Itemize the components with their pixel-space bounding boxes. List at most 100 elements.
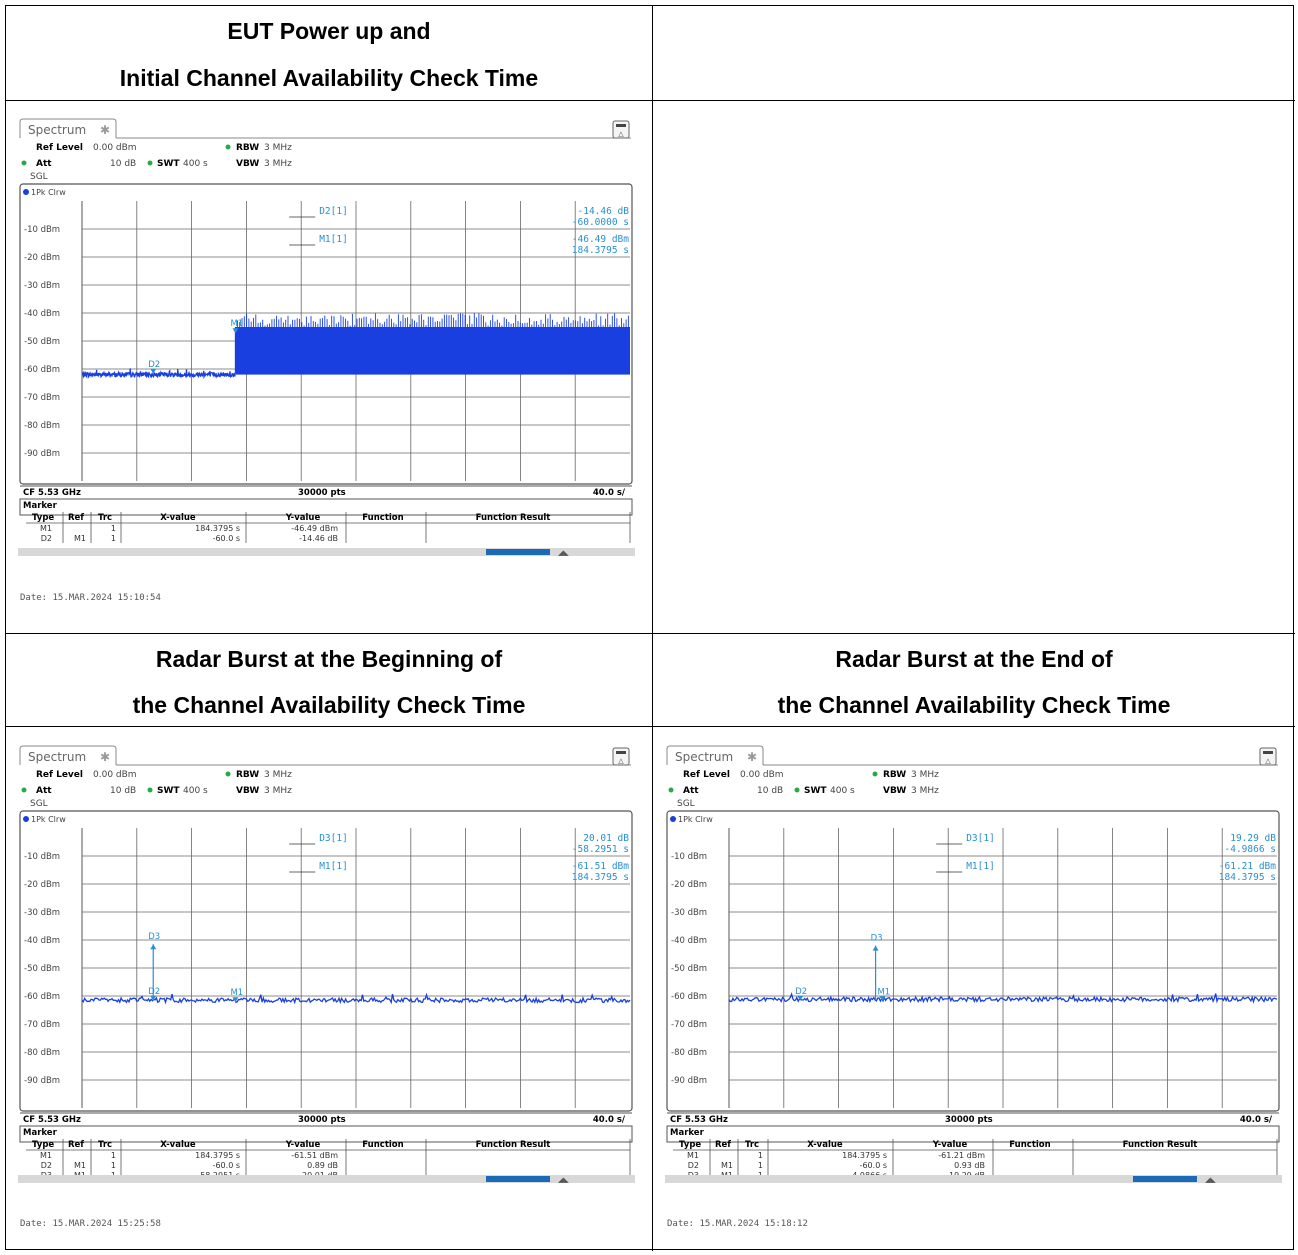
marker-col-header: Y-value (285, 513, 321, 523)
y-tick-label: -40 dBm (671, 936, 707, 946)
display-icon-bar (616, 124, 626, 127)
display-icon-bar (1263, 751, 1273, 754)
status-bar (665, 1175, 1282, 1183)
marker-col-header: Function (1009, 1140, 1050, 1150)
y-tick-label: -50 dBm (24, 337, 60, 347)
marker-col-header: X-value (160, 513, 196, 523)
span-label: 40.0 s/ (1240, 1115, 1273, 1125)
marker-cell-x: -60.0 s (860, 1161, 887, 1170)
y-tick-label: -90 dBm (24, 1076, 60, 1086)
readout-value: -46.49 dBm (572, 234, 629, 245)
marker-title: Marker (670, 1128, 705, 1138)
status-icon: ◢◣ (1205, 1176, 1216, 1183)
progress-indicator (486, 1176, 550, 1182)
trace-line (81, 368, 236, 380)
vbw-value: 3 MHz (264, 159, 292, 169)
marker-col-header: Function Result (476, 1140, 551, 1150)
marker-cell-y: 0.89 dB (307, 1161, 338, 1170)
marker-cell-ref: M1 (74, 534, 86, 543)
marker-col-header: Trc (745, 1140, 759, 1150)
vbw-value: 3 MHz (264, 786, 292, 796)
tab-outline (19, 745, 117, 765)
readout-value: 20.01 dB (583, 833, 629, 844)
marker-cell-x: 184.3795 s (195, 524, 240, 533)
y-tick-label: -60 dBm (671, 992, 707, 1002)
status-bar (18, 548, 635, 556)
marker-triangle (879, 996, 886, 1002)
sgl-label: SGL (677, 799, 695, 809)
marker-label: M1 (230, 319, 243, 329)
marker-title: Marker (23, 501, 58, 511)
date-stamp: Date: 15.MAR.2024 15:18:12 (667, 1219, 808, 1229)
table-divider-vertical (652, 6, 653, 1251)
marker-cell-y: 0.93 dB (954, 1161, 985, 1170)
y-tick-label: -40 dBm (24, 936, 60, 946)
att-value: 10 dB (110, 159, 136, 169)
rbw-value: 3 MHz (264, 143, 292, 153)
ref-level-value: 0.00 dBm (93, 770, 137, 780)
readout-label: D3[1] (319, 833, 348, 844)
marker-cell-trc: 1 (758, 1151, 763, 1160)
y-tick-label: -90 dBm (24, 449, 60, 459)
readout-value: 184.3795 s (572, 872, 629, 883)
trace-indicator (670, 816, 676, 822)
marker-triangle (150, 368, 157, 374)
y-tick-label: -50 dBm (24, 964, 60, 974)
y-tick-label: -80 dBm (24, 1048, 60, 1058)
marker-cell-trc: 1 (111, 524, 116, 533)
marker-cell-y: -14.46 dB (299, 534, 338, 543)
coupled-indicator (147, 160, 153, 166)
display-icon-bar (616, 751, 626, 754)
heading-line: Initial Channel Availability Check Time (119, 65, 539, 91)
coupled-indicator (21, 160, 27, 166)
vbw-label: VBW (883, 786, 906, 796)
marker-table-frame (666, 1125, 1280, 1143)
vbw-label: VBW (236, 159, 259, 169)
status-icon: ◢◣ (558, 1176, 569, 1183)
tab-outline (19, 118, 117, 138)
y-tick-label: -30 dBm (671, 908, 707, 918)
marker-arrow-up (150, 944, 157, 950)
star-icon: ✱ (747, 750, 757, 764)
display-icon-triangle: △ (618, 130, 624, 138)
swt-value: 400 s (183, 786, 208, 796)
marker-triangle (797, 995, 804, 1001)
readout-label: D3[1] (966, 833, 995, 844)
coupled-indicator (225, 144, 231, 150)
marker-cell-y: -46.49 dBm (291, 524, 338, 533)
readout-value: -14.46 dB (578, 206, 630, 217)
tab-label: Spectrum (28, 123, 86, 137)
readout-value: 184.3795 s (1219, 872, 1276, 883)
marker-triangle (232, 328, 239, 334)
readout-label: M1[1] (966, 861, 995, 872)
display-icon-triangle: △ (1265, 757, 1271, 765)
marker-table-frame (19, 498, 633, 516)
heading-line: Radar Burst at the Beginning of (155, 646, 503, 672)
cf-label: CF 5.53 GHz (23, 1115, 81, 1125)
readout-label: D2[1] (319, 206, 348, 217)
trace-group (81, 992, 631, 1005)
marker-cell-type: M1 (40, 1151, 52, 1160)
trace-indicator (23, 816, 29, 822)
pts-label: 30000 pts (298, 488, 346, 498)
coupled-indicator (147, 787, 153, 793)
y-tick-label: -60 dBm (24, 992, 60, 1002)
y-tick-label: -70 dBm (671, 1020, 707, 1030)
status-icon: ◢◣ (558, 549, 569, 556)
cf-label: CF 5.53 GHz (670, 1115, 728, 1125)
tab-label: Spectrum (28, 750, 86, 764)
y-tick-label: -10 dBm (24, 225, 60, 235)
heading-line: the Channel Availability Check Time (132, 692, 526, 718)
marker-arrow-up (872, 945, 879, 951)
marker-cell-trc: 1 (111, 1151, 116, 1160)
trace-line (81, 992, 631, 1005)
marker-label: D3 (871, 934, 883, 944)
date-stamp: Date: 15.MAR.2024 15:25:58 (20, 1219, 161, 1229)
trace-label: 1Pk Clrw (678, 815, 713, 824)
att-value: 10 dB (110, 786, 136, 796)
table-divider-1 (6, 100, 1295, 101)
marker-col-header: Ref (68, 1140, 84, 1150)
marker-triangle (232, 997, 239, 1003)
progress-indicator (486, 549, 550, 555)
